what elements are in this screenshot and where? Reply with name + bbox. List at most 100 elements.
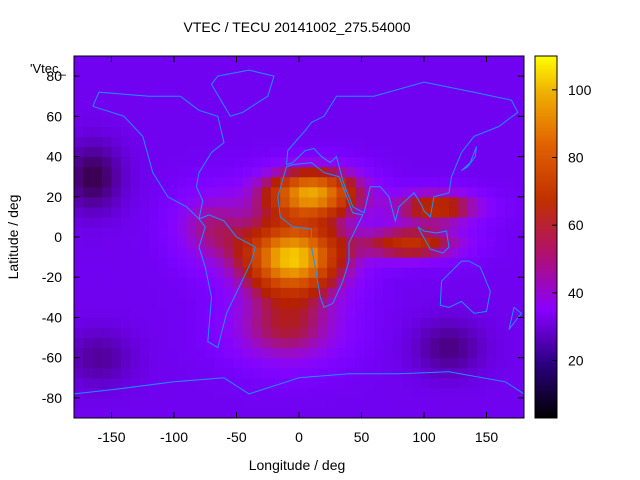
- heatmap-cell: [374, 126, 384, 138]
- heatmap-cell: [392, 317, 403, 329]
- heatmap-cell: [505, 257, 516, 268]
- heatmap-cell: [336, 156, 347, 168]
- heatmap-cell: [308, 247, 319, 258]
- heatmap-cell: [364, 186, 375, 198]
- heatmap-cell: [270, 397, 281, 409]
- heatmap-cell: [364, 116, 375, 127]
- heatmap-cell: [392, 377, 403, 389]
- heatmap-cell: [308, 226, 319, 238]
- heatmap-cell: [383, 86, 394, 97]
- heatmap-cell: [158, 267, 169, 278]
- heatmap-cell: [186, 116, 197, 127]
- heatmap-cell: [186, 186, 197, 198]
- heatmap-cell: [214, 307, 225, 319]
- heatmap-cell: [74, 106, 84, 117]
- heatmap-cell: [139, 156, 150, 168]
- heatmap-cell: [158, 257, 169, 268]
- heatmap-cell: [83, 237, 94, 248]
- heatmap-cell: [102, 327, 113, 339]
- heatmap-cell: [270, 56, 281, 67]
- heatmap-cell: [252, 146, 263, 158]
- heatmap-cell: [214, 327, 225, 339]
- heatmap-cell: [467, 287, 478, 298]
- heatmap-cell: [289, 216, 300, 228]
- heatmap-cell: [495, 206, 506, 218]
- heatmap-cell: [514, 56, 524, 67]
- heatmap-cell: [158, 146, 169, 158]
- heatmap-cell: [439, 216, 450, 228]
- heatmap-cell: [411, 86, 422, 97]
- heatmap-cell: [458, 146, 469, 158]
- heatmap-cell: [495, 116, 506, 127]
- heatmap-cell: [467, 136, 478, 148]
- heatmap-cell: [130, 196, 141, 208]
- heatmap-cell: [242, 56, 253, 67]
- heatmap-cell: [467, 176, 478, 188]
- heatmap-cell: [242, 337, 253, 349]
- heatmap-cell: [364, 86, 375, 97]
- heatmap-cell: [111, 186, 122, 198]
- heatmap-cell: [495, 226, 506, 238]
- heatmap-cell: [327, 277, 338, 288]
- heatmap-cell: [102, 317, 113, 329]
- heatmap-cell: [514, 327, 524, 339]
- heatmap-cell: [289, 146, 300, 158]
- heatmap-cell: [139, 226, 150, 238]
- heatmap-cell: [355, 357, 366, 369]
- heatmap-cell: [242, 66, 253, 77]
- heatmap-cell: [477, 297, 488, 308]
- heatmap-cell: [167, 86, 178, 97]
- heatmap-cell: [177, 166, 188, 178]
- heatmap-cell: [261, 317, 272, 329]
- heatmap-cell: [439, 377, 450, 389]
- heatmap-cell: [355, 226, 366, 238]
- heatmap-cell: [477, 176, 488, 188]
- heatmap-cell: [224, 66, 234, 77]
- heatmap-cell: [280, 106, 291, 117]
- heatmap-cell: [486, 257, 497, 268]
- heatmap-cell: [308, 317, 319, 329]
- heatmap-cell: [195, 166, 206, 178]
- heatmap-cell: [327, 327, 338, 339]
- heatmap-cell: [280, 367, 291, 379]
- heatmap-cell: [195, 397, 206, 409]
- heatmap-cell: [120, 96, 131, 107]
- heatmap-cell: [467, 257, 478, 268]
- heatmap-cell: [299, 307, 309, 319]
- heatmap-cell: [242, 106, 253, 117]
- heatmap-cell: [120, 216, 131, 228]
- heatmap-cell: [261, 196, 272, 208]
- heatmap-cell: [402, 166, 413, 178]
- heatmap-cell: [486, 166, 497, 178]
- heatmap-cell: [449, 237, 459, 248]
- heatmap-cell: [195, 226, 206, 238]
- heatmap-cell: [374, 257, 384, 268]
- heatmap-cell: [308, 297, 319, 308]
- heatmap-cell: [102, 96, 113, 107]
- heatmap-cell: [467, 156, 478, 168]
- heatmap-cell: [486, 317, 497, 329]
- heatmap-cell: [439, 136, 450, 148]
- heatmap-cell: [402, 96, 413, 107]
- heatmap-cell: [317, 327, 328, 339]
- heatmap-cell: [402, 317, 413, 329]
- heatmap-cell: [327, 317, 338, 329]
- heatmap-cell: [130, 367, 141, 379]
- heatmap-cell: [336, 206, 347, 218]
- heatmap-cell: [420, 377, 431, 389]
- heatmap-cell: [392, 176, 403, 188]
- heatmap-cell: [195, 136, 206, 148]
- heatmap-cell: [83, 397, 94, 409]
- heatmap-cell: [102, 297, 113, 308]
- heatmap-cell: [430, 407, 441, 418]
- heatmap-cell: [467, 116, 478, 127]
- heatmap-cell: [430, 257, 441, 268]
- heatmap-cell: [383, 377, 394, 389]
- heatmap-cell: [74, 407, 84, 418]
- heatmap-cell: [392, 277, 403, 288]
- heatmap-cell: [120, 297, 131, 308]
- heatmap-cell: [102, 106, 113, 117]
- heatmap-cell: [233, 407, 244, 418]
- heatmap-cell: [214, 277, 225, 288]
- heatmap-cell: [374, 86, 384, 97]
